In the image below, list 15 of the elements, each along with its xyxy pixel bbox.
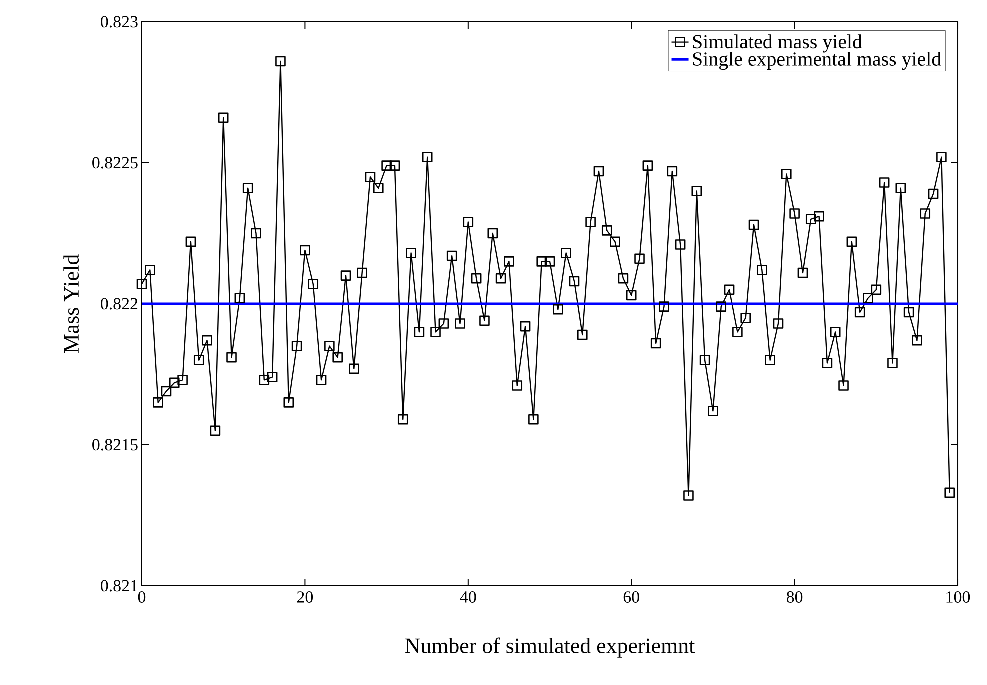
y-tick-label: 0.821 (101, 580, 138, 592)
y-tick-label: 0.823 (101, 16, 138, 28)
x-tick-label: 0 (138, 592, 146, 603)
x-axis-title: Number of simulated experiemnt (405, 638, 696, 658)
y-tick-label: 0.822 (101, 298, 138, 310)
legend-label: Simulated mass yield (693, 34, 862, 53)
x-tick-label: 100 (946, 592, 970, 603)
x-tick-label: 40 (460, 592, 476, 603)
y-axis-title: Mass Yield (64, 254, 80, 353)
y-tick-label: 0.8225 (92, 157, 138, 169)
legend-label: Single experimental mass yield (693, 52, 942, 70)
y-tick-label: 0.8215 (92, 439, 138, 451)
x-tick-label: 20 (297, 592, 314, 603)
x-tick-label: 80 (786, 592, 803, 603)
x-tick-label: 60 (624, 592, 640, 603)
